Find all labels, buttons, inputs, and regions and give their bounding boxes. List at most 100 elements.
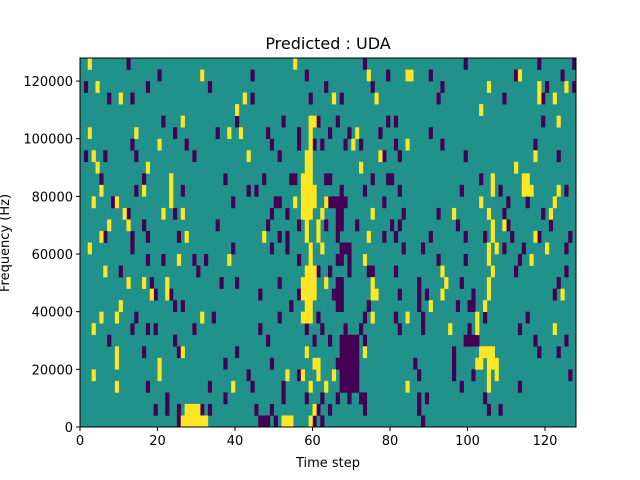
heatmap-cell-low [231,196,236,209]
heatmap-cell-high [184,403,189,416]
heatmap-cell-high [304,207,309,220]
heatmap-cell-low [83,150,89,163]
heatmap-cell-low [366,265,371,278]
heatmap-cell-low [316,311,321,324]
heatmap-cell-low [428,230,433,243]
heatmap-cell-low [463,58,468,70]
heatmap-cell-low [254,403,259,416]
heatmap-cell-low [347,392,352,405]
heatmap-cell-low [397,184,402,197]
heatmap-cell-high [91,196,96,209]
heatmap-cell-low [355,346,360,359]
heatmap-cell-high [200,69,205,82]
heatmap-cell-low [145,254,151,266]
heatmap-cell-low [269,403,275,416]
heatmap-cell-high [293,58,298,70]
heatmap-cell-low [250,69,255,82]
heatmap-cell-high [374,92,379,105]
heatmap-cell-low [223,357,228,370]
heatmap-cell-low [568,230,573,243]
heatmap-cell-high [312,265,317,278]
heatmap-cell-low [359,392,364,405]
heatmap-cell-low [417,288,422,301]
heatmap-cell-high [289,415,294,428]
heatmap-cell-high [409,69,414,82]
heatmap-cell-high [304,150,309,163]
heatmap-cell-low [277,150,282,163]
heatmap-cell-low [266,219,271,232]
heatmap-cell-low [312,334,317,347]
heatmap-cell-high [308,115,313,128]
heatmap-cell-high [479,357,484,370]
heatmap-cell-high [169,184,174,197]
heatmap-cell-high [366,69,371,82]
heatmap-cell-low [393,265,399,278]
heatmap-cell-low [297,254,302,266]
heatmap-cell-low [173,127,178,140]
heatmap-cell-high [529,184,534,197]
heatmap-cell-high [405,380,410,393]
heatmap-cell-low [436,207,441,220]
heatmap-cell-low [173,334,178,347]
heatmap-cell-low [215,219,220,232]
heatmap-cell-low [99,173,104,186]
heatmap-cell-low [130,242,135,255]
heatmap-cell-low [347,242,352,255]
heatmap-cell-low [564,184,569,197]
heatmap-cell-high [87,242,92,255]
heatmap-cell-low [351,380,356,393]
heatmap-cell-low [231,242,236,255]
heatmap-cell-high [300,311,306,324]
heatmap-cell-low [347,334,352,347]
heatmap-cell-low [471,288,476,301]
heatmap-cell-high [556,184,561,197]
heatmap-cell-low [107,92,112,105]
x-tick-label: 80 [382,434,399,449]
heatmap-cell-high [308,380,313,393]
heatmap-cell-high [126,219,131,232]
heatmap-cell-low [335,219,340,232]
heatmap-cell-high [525,184,530,197]
heatmap-cell-low [533,138,538,151]
heatmap-cell-low [134,184,139,197]
heatmap-cell-high [285,415,290,428]
heatmap-cell-low [153,403,158,416]
heatmap-cell-low [235,115,240,128]
heatmap-cell-high [362,254,368,266]
heatmap-cell-high [308,265,313,278]
heatmap-cell-high [300,369,306,382]
heatmap-cell-high [200,415,205,428]
heatmap-cell-high [490,265,495,278]
heatmap-cell-low [541,92,546,105]
heatmap-cell-low [390,173,395,186]
heatmap-cell-low [207,380,213,393]
heatmap-cell-high [308,173,313,186]
heatmap-cell-low [107,334,112,347]
heatmap-cell-high [300,184,306,197]
heatmap-cell-low [347,254,352,266]
heatmap-cell-high [192,415,197,428]
heatmap-cell-high [188,403,193,416]
heatmap-cell-low [173,300,178,312]
heatmap-cell-low [417,369,422,382]
heatmap-cell-low [343,380,348,393]
heatmap-cells [80,58,577,428]
heatmap-cell-low [254,184,259,197]
heatmap-cell-high [331,92,337,105]
heatmap-cell-high [99,230,104,243]
heatmap-cell-high [537,92,542,105]
heatmap-cell-low [176,230,182,243]
heatmap-cell-low [126,207,131,220]
heatmap-cell-high [308,196,313,209]
chart-title: Predicted : UDA [265,34,390,53]
heatmap-cell-low [548,219,554,232]
heatmap-cell-low [556,150,561,163]
heatmap-cell-high [486,242,492,255]
heatmap-cell-low [312,138,317,151]
y-tick-label: 40000 [32,306,73,321]
heatmap-cell-low [471,369,476,382]
heatmap-cell-low [452,369,457,382]
heatmap-cell-high [242,92,247,105]
heatmap-cell-low [397,323,402,336]
heatmap-cell-low [351,357,356,370]
